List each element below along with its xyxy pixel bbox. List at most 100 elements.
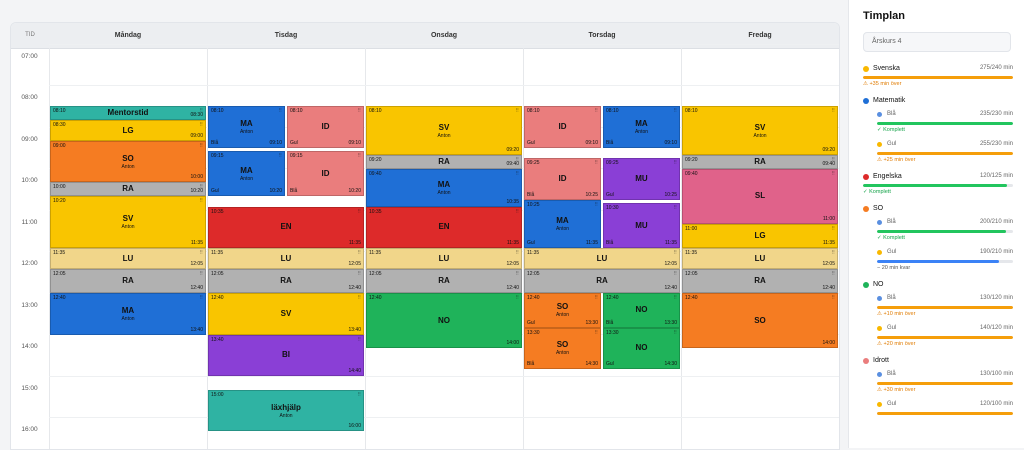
drag-handle-icon[interactable]: ⠿: [199, 108, 203, 115]
lesson-block[interactable]: 08:10 ⠿ Mentorstid 08:30: [50, 106, 206, 121]
drag-handle-icon[interactable]: ⠿: [357, 295, 361, 302]
drag-handle-icon[interactable]: ⠿: [199, 184, 203, 191]
lesson-block[interactable]: 12:05 ⠿ RA 12:40: [50, 268, 206, 294]
drag-handle-icon[interactable]: ⠿: [199, 122, 203, 129]
lesson-block[interactable]: 08:10 ⠿ MA Anton 09:10 Blå: [603, 106, 680, 148]
lesson-block[interactable]: 08:10 ⠿ SV Anton 09:20: [682, 106, 838, 155]
lesson-block[interactable]: 09:40 ⠿ MA Anton 10:35: [366, 168, 522, 207]
lesson-block[interactable]: 08:10 ⠿ SV Anton 09:20: [366, 106, 522, 155]
lesson-block[interactable]: 12:05 ⠿ RA 12:40: [524, 268, 680, 294]
drag-handle-icon[interactable]: ⠿: [515, 170, 519, 177]
drag-handle-icon[interactable]: ⠿: [673, 295, 677, 302]
drag-handle-icon[interactable]: ⠿: [357, 208, 361, 215]
lesson-block[interactable]: 11:35 ⠿ LU 12:05: [366, 248, 522, 269]
drag-handle-icon[interactable]: ⠿: [831, 156, 835, 163]
drag-handle-icon[interactable]: ⠿: [357, 250, 361, 257]
lesson-block[interactable]: 09:40 ⠿ SL 11:00: [682, 168, 838, 224]
drag-handle-icon[interactable]: ⠿: [673, 270, 677, 277]
group-dot-icon: [877, 250, 882, 255]
drag-handle-icon[interactable]: ⠿: [357, 391, 361, 398]
lesson-block[interactable]: 12:40 ⠿ SO Anton 13:30 Gul: [524, 293, 601, 328]
lesson-group: Gul: [527, 240, 535, 247]
drag-handle-icon[interactable]: ⠿: [673, 205, 677, 212]
lesson-block[interactable]: 11:35 ⠿ LU 12:05: [524, 248, 680, 269]
lesson-block[interactable]: 09:25 ⠿ MU 10:25 Gul: [603, 158, 680, 200]
drag-handle-icon[interactable]: ⠿: [673, 108, 677, 115]
lesson-content: SO Anton: [525, 340, 600, 356]
lesson-block[interactable]: 12:40 ⠿ SO 14:00: [682, 293, 838, 349]
drag-handle-icon[interactable]: ⠿: [673, 329, 677, 336]
drag-handle-icon[interactable]: ⠿: [594, 295, 598, 302]
lesson-subject: MA: [121, 305, 135, 315]
lesson-block[interactable]: 12:05 ⠿ RA 12:40: [208, 268, 364, 294]
drag-handle-icon[interactable]: ⠿: [278, 153, 282, 160]
lesson-block[interactable]: 12:40 ⠿ SV 13:40: [208, 293, 364, 335]
drag-handle-icon[interactable]: ⠿: [673, 250, 677, 257]
lesson-block[interactable]: 10:20 ⠿ SV Anton 11:35: [50, 196, 206, 249]
lesson-block[interactable]: 15:00 ⠿ läxhjälp Anton 16:00: [208, 389, 364, 432]
drag-handle-icon[interactable]: ⠿: [199, 198, 203, 205]
drag-handle-icon[interactable]: ⠿: [831, 170, 835, 177]
lesson-block[interactable]: 10:35 ⠿ EN 11:35: [366, 206, 522, 249]
drag-handle-icon[interactable]: ⠿: [199, 250, 203, 257]
lesson-block[interactable]: 11:00 ⠿ LG 11:35: [682, 223, 838, 249]
lesson-teacher: Anton: [121, 224, 135, 231]
drag-handle-icon[interactable]: ⠿: [594, 160, 598, 167]
schedule-grid: TID Måndag Tisdag Onsdag Torsdag Fredag 07:0…: [10, 22, 840, 450]
drag-handle-icon[interactable]: ⠿: [515, 108, 519, 115]
drag-handle-icon[interactable]: ⠿: [515, 295, 519, 302]
lesson-block[interactable]: 11:35 ⠿ LU 12:05: [50, 248, 206, 269]
drag-handle-icon[interactable]: ⠿: [594, 201, 598, 208]
drag-handle-icon[interactable]: ⠿: [594, 108, 598, 115]
lesson-block[interactable]: 12:40 ⠿ MA Anton 13:40: [50, 293, 206, 335]
drag-handle-icon[interactable]: ⠿: [278, 108, 282, 115]
lesson-block[interactable]: 09:25 ⠿ ID 10:25 Blå: [524, 158, 601, 200]
drag-handle-icon[interactable]: ⠿: [515, 156, 519, 163]
grade-select[interactable]: Årskurs 4: [863, 32, 1011, 52]
drag-handle-icon[interactable]: ⠿: [199, 270, 203, 277]
drag-handle-icon[interactable]: ⠿: [199, 295, 203, 302]
lesson-block[interactable]: 09:00 ⠿ SO Anton 10:00: [50, 140, 206, 183]
lesson-subject: SO: [556, 302, 569, 312]
drag-handle-icon[interactable]: ⠿: [831, 225, 835, 232]
drag-handle-icon[interactable]: ⠿: [357, 108, 361, 115]
lesson-block[interactable]: 08:10 ⠿ MA Anton 09:10 Blå: [208, 106, 285, 148]
drag-handle-icon[interactable]: ⠿: [831, 295, 835, 302]
drag-handle-icon[interactable]: ⠿: [357, 153, 361, 160]
drag-handle-icon[interactable]: ⠿: [199, 142, 203, 149]
lesson-block[interactable]: 09:15 ⠿ MA Anton 10:20 Gul: [208, 151, 285, 197]
lesson-teacher: Anton: [239, 175, 254, 182]
drag-handle-icon[interactable]: ⠿: [357, 270, 361, 277]
lesson-block[interactable]: 09:20 ⠿ RA 09:40: [682, 154, 838, 169]
lesson-block[interactable]: 11:35 ⠿ LU 12:05: [682, 248, 838, 269]
drag-handle-icon[interactable]: ⠿: [831, 250, 835, 257]
lesson-block[interactable]: 09:20 ⠿ RA 09:40: [366, 154, 522, 169]
lesson-block[interactable]: 13:30 ⠿ SO Anton 14:30 Blå: [524, 327, 601, 370]
lesson-block[interactable]: 10:35 ⠿ EN 11:35: [208, 206, 364, 249]
drag-handle-icon[interactable]: ⠿: [357, 336, 361, 343]
lesson-block[interactable]: 10:30 ⠿ MU 11:35 Blå: [603, 203, 680, 249]
lesson-block[interactable]: 12:40 ⠿ NO 13:30 Blå: [603, 293, 680, 328]
lesson-block[interactable]: 12:05 ⠿ RA 12:40: [682, 268, 838, 294]
lesson-block[interactable]: 08:30 ⠿ LG 09:00: [50, 120, 206, 141]
lesson-block[interactable]: 10:25 ⠿ MA Anton 11:35 Gul: [524, 199, 601, 249]
lesson-content: RA: [525, 276, 679, 285]
lesson-block[interactable]: 08:10 ⠿ ID 09:10 Gul: [524, 106, 601, 148]
lesson-block[interactable]: 11:35 ⠿ LU 12:05: [208, 248, 364, 269]
group-name: Blå: [887, 111, 896, 117]
lesson-block[interactable]: 12:40 ⠿ NO 14:00: [366, 293, 522, 349]
drag-handle-icon[interactable]: ⠿: [831, 108, 835, 115]
lesson-block[interactable]: 13:40 ⠿ BI 14:40: [208, 334, 364, 377]
drag-handle-icon[interactable]: ⠿: [515, 208, 519, 215]
drag-handle-icon[interactable]: ⠿: [831, 270, 835, 277]
drag-handle-icon[interactable]: ⠿: [515, 250, 519, 257]
lesson-block[interactable]: 13:30 ⠿ NO 14:30 Gul: [603, 327, 680, 370]
drag-handle-icon[interactable]: ⠿: [515, 270, 519, 277]
drag-handle-icon[interactable]: ⠿: [673, 160, 677, 167]
drag-handle-icon[interactable]: ⠿: [594, 329, 598, 336]
lesson-block[interactable]: 12:05 ⠿ RA 12:40: [366, 268, 522, 294]
lesson-block[interactable]: 09:15 ⠿ ID 10:20 Blå: [287, 151, 364, 197]
lesson-block[interactable]: 10:00 ⠿ RA 10:20: [50, 182, 206, 197]
lesson-block[interactable]: 08:10 ⠿ ID 09:10 Gul: [287, 106, 364, 148]
subject-group-row: Gul 120/100 min: [863, 400, 1013, 412]
